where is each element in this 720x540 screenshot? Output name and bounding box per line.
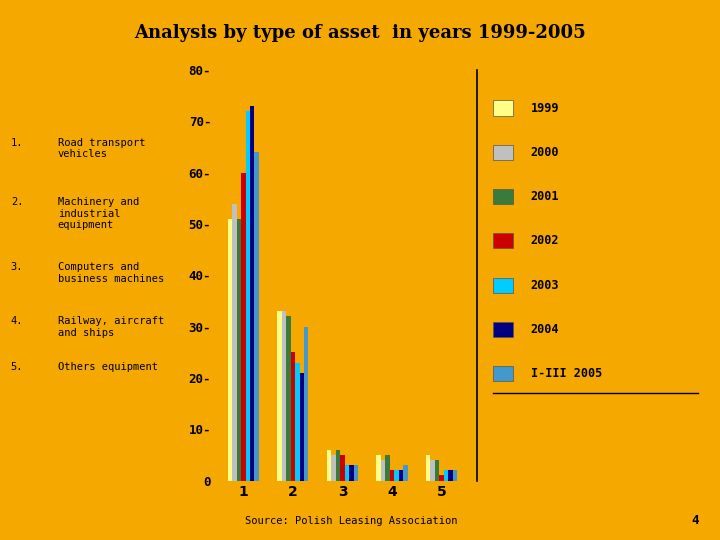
Bar xyxy=(399,470,403,481)
Bar xyxy=(282,311,286,481)
Bar xyxy=(286,316,291,481)
Text: Computers and
business machines: Computers and business machines xyxy=(58,262,164,284)
Bar xyxy=(300,373,304,481)
Text: 3.: 3. xyxy=(11,262,23,272)
Bar xyxy=(295,363,300,481)
Bar xyxy=(277,311,282,481)
Bar xyxy=(232,204,237,481)
Text: Analysis by type of asset  in years 1999-2005: Analysis by type of asset in years 1999-… xyxy=(134,24,586,42)
Bar xyxy=(439,476,444,481)
Bar xyxy=(435,460,439,481)
Bar xyxy=(341,455,345,481)
Bar xyxy=(354,465,358,481)
Text: 1.: 1. xyxy=(11,138,23,148)
Text: 2000: 2000 xyxy=(531,146,559,159)
Bar xyxy=(291,352,295,481)
Bar xyxy=(228,219,232,481)
Text: 2001: 2001 xyxy=(531,190,559,203)
Text: 2.: 2. xyxy=(11,197,23,207)
Bar xyxy=(390,470,395,481)
Bar xyxy=(385,455,390,481)
Text: Road transport
vehicles: Road transport vehicles xyxy=(58,138,145,159)
Bar xyxy=(336,450,341,481)
Text: 2002: 2002 xyxy=(531,234,559,247)
Text: 2003: 2003 xyxy=(531,279,559,292)
Bar xyxy=(449,470,453,481)
Bar xyxy=(453,470,457,481)
Bar xyxy=(403,465,408,481)
Bar xyxy=(250,106,254,481)
Text: 4.: 4. xyxy=(11,316,23,326)
Text: Railway, aircraft
and ships: Railway, aircraft and ships xyxy=(58,316,164,338)
Text: 5.: 5. xyxy=(11,362,23,372)
Text: Machinery and
industrial
equipment: Machinery and industrial equipment xyxy=(58,197,139,230)
Bar xyxy=(241,173,246,481)
Text: Source: Polish Leasing Association: Source: Polish Leasing Association xyxy=(245,516,457,526)
Text: I-III 2005: I-III 2005 xyxy=(531,367,602,380)
Bar xyxy=(237,219,241,481)
Bar xyxy=(377,455,381,481)
Bar xyxy=(331,455,336,481)
Text: 1999: 1999 xyxy=(531,102,559,114)
Bar xyxy=(431,460,435,481)
Bar xyxy=(254,152,259,481)
Bar xyxy=(327,450,331,481)
Bar xyxy=(381,460,385,481)
Text: Others equipment: Others equipment xyxy=(58,362,158,372)
Bar xyxy=(304,327,308,481)
Bar xyxy=(426,455,431,481)
Bar xyxy=(349,465,354,481)
Bar xyxy=(345,465,349,481)
Text: 4: 4 xyxy=(691,514,698,526)
Bar xyxy=(395,470,399,481)
Text: 2004: 2004 xyxy=(531,323,559,336)
Bar xyxy=(246,111,250,481)
Bar xyxy=(444,470,449,481)
